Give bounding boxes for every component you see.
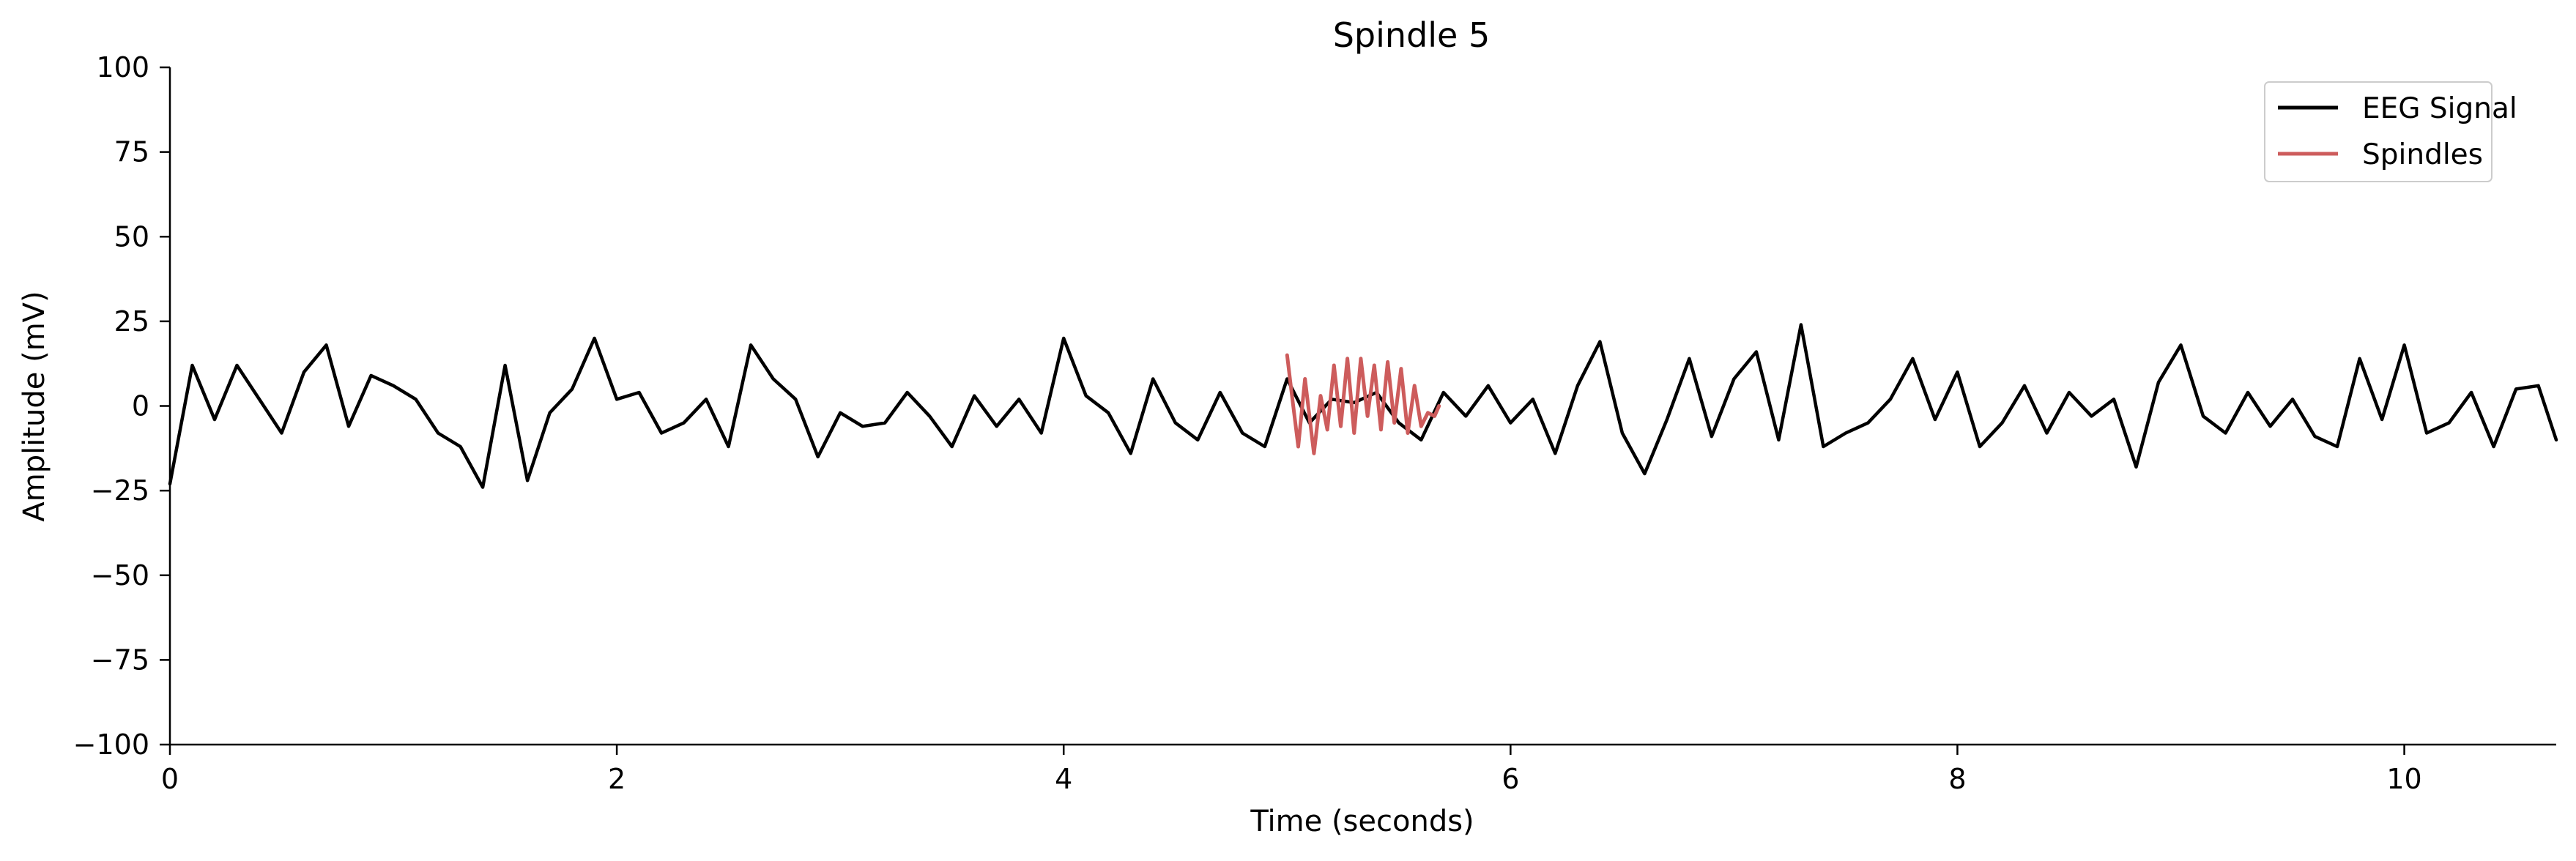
legend: EEG Signal Spindles [2264, 81, 2517, 182]
y-tick-label: 75 [114, 136, 149, 168]
x-tick-label: 8 [1948, 763, 1966, 795]
x-tick-label: 4 [1055, 763, 1072, 795]
chart-title: Spindle 5 [1333, 15, 1491, 55]
x-ticks: 0 2 4 6 8 10 [161, 745, 2422, 795]
y-ticks: 100 75 50 25 0 −25 −50 −75 −100 [73, 51, 170, 761]
y-tick-label: 50 [114, 220, 149, 253]
y-tick-label: −75 [91, 644, 149, 676]
x-tick-label: 0 [161, 763, 179, 795]
y-tick-label: 25 [114, 305, 149, 338]
y-tick-label: −50 [91, 559, 149, 592]
y-axis-label: Amplitude (mV) [18, 291, 51, 521]
x-tick-label: 6 [1502, 763, 1519, 795]
legend-label-spindles: Spindles [2362, 138, 2483, 171]
series-line-spindles [1285, 353, 1441, 455]
x-tick-label: 10 [2386, 763, 2421, 795]
y-tick-label: 100 [96, 51, 149, 83]
y-tick-label: −25 [91, 474, 149, 507]
x-axis-label: Time (seconds) [1250, 805, 1474, 838]
legend-label-eeg-signal: EEG Signal [2362, 92, 2517, 125]
y-tick-label: −100 [73, 728, 149, 761]
series-line-eeg-signal [168, 323, 2558, 489]
x-tick-label: 2 [608, 763, 626, 795]
plot-area [168, 323, 2558, 489]
y-tick-label: 0 [132, 390, 149, 422]
